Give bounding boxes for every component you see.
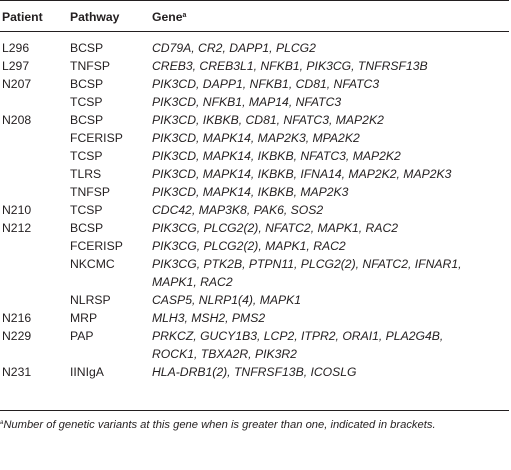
patient-cell bbox=[0, 147, 70, 165]
patient-cell: N208 bbox=[2, 113, 32, 127]
patient-cell bbox=[0, 255, 70, 273]
gene-cell: CDC42, MAP3K8, PAK6, SOS2 bbox=[152, 203, 324, 217]
pathway-cell bbox=[70, 273, 152, 291]
pathway-cell: NKCMC bbox=[70, 257, 115, 271]
gene-cell: PIK3CD, MAPK14, IKBKB, NFATC3, MAP2K2 bbox=[152, 149, 401, 163]
table-row: N210 TCSP CDC42, MAP3K8, PAK6, SOS2 bbox=[0, 201, 510, 219]
table-row: FCERISP PIK3CD, MAPK14, MAP2K3, MPA2K2 bbox=[0, 129, 510, 147]
table-row: MAPK1, RAC2 bbox=[0, 273, 510, 291]
bottom-rule bbox=[0, 410, 509, 411]
gene-cell: PIK3CD, MAPK14, IKBKB, IFNA14, MAP2K2, M… bbox=[152, 167, 452, 181]
patient-cell bbox=[0, 165, 70, 183]
pathway-cell: TCSP bbox=[70, 95, 103, 109]
pathway-cell: PAP bbox=[70, 329, 94, 343]
footnote-text: Number of genetic variants at this gene … bbox=[3, 419, 436, 431]
pathway-cell: TNFSP bbox=[70, 185, 110, 199]
table-row: N231 IINIgA HLA-DRB1(2), TNFRSF13B, ICOSLG bbox=[0, 363, 510, 381]
pathway-cell: MRP bbox=[70, 311, 98, 325]
header-gene-footnote-marker: a bbox=[182, 12, 187, 19]
gene-cell: PIK3CD, NFKB1, MAP14, NFATC3 bbox=[152, 95, 342, 109]
gene-cell: CD79A, CR2, DAPP1, PLCG2 bbox=[152, 41, 316, 55]
header-patient: Patient bbox=[2, 10, 43, 24]
gene-cell: CASP5, NLRP1(4), MAPK1 bbox=[152, 293, 302, 307]
table-row: FCERISP PIK3CG, PLCG2(2), MAPK1, RAC2 bbox=[0, 237, 510, 255]
gene-cell: PIK3CD, DAPP1, NFKB1, CD81, NFATC3 bbox=[152, 77, 380, 91]
patient-cell bbox=[0, 291, 70, 309]
table-row: N207 BCSP PIK3CD, DAPP1, NFKB1, CD81, NFAT… bbox=[0, 75, 510, 93]
gene-cell: ROCK1, TBXA2R, PIK3R2 bbox=[152, 347, 297, 361]
patient-cell bbox=[0, 237, 70, 255]
gene-cell: PIK3CD, MAPK14, MAP2K3, MPA2K2 bbox=[152, 131, 360, 145]
top-rule bbox=[0, 0, 509, 1]
patient-cell bbox=[0, 345, 70, 363]
table-row: L296 BCSP CD79A, CR2, DAPP1, PLCG2 bbox=[0, 31, 510, 57]
gene-cell: MAPK1, RAC2 bbox=[152, 275, 233, 289]
patient-cell bbox=[0, 93, 70, 111]
table-body: L296 BCSP CD79A, CR2, DAPP1, PLCG2 L297 TNFS… bbox=[0, 31, 510, 381]
patient-cell: N207 bbox=[2, 77, 32, 91]
pathway-cell: FCERISP bbox=[70, 239, 123, 253]
header-gene-label: Gene bbox=[152, 10, 183, 24]
pathway-cell: BCSP bbox=[70, 113, 104, 127]
patient-cell: L297 bbox=[2, 59, 30, 73]
gene-cell: PRKCZ, GUCY1B3, LCP2, ITPR2, ORAI1, PLA2… bbox=[152, 329, 444, 343]
table-header-row: Patient Pathway Genea bbox=[0, 9, 510, 31]
pathway-cell: TNFSP bbox=[70, 59, 110, 73]
pathway-cell: BCSP bbox=[70, 221, 104, 235]
table-row: TCSP PIK3CD, MAPK14, IKBKB, NFATC3, MAP2K… bbox=[0, 147, 510, 165]
patient-cell bbox=[0, 273, 70, 291]
header-pathway: Pathway bbox=[70, 10, 120, 24]
table-row: TCSP PIK3CD, NFKB1, MAP14, NFATC3 bbox=[0, 93, 510, 111]
header-rule bbox=[0, 31, 509, 32]
pathway-cell: BCSP bbox=[70, 41, 104, 55]
table-row: TNFSP PIK3CD, MAPK14, IKBKB, MAP2K3 bbox=[0, 183, 510, 201]
pathway-cell: TLRS bbox=[70, 167, 102, 181]
table-row: N229 PAP PRKCZ, GUCY1B3, LCP2, ITPR2, ORAI… bbox=[0, 327, 510, 345]
patient-cell: L296 bbox=[2, 41, 30, 55]
header-gene: Genea bbox=[152, 9, 510, 31]
footnote-marker: a bbox=[0, 420, 4, 426]
patient-cell bbox=[0, 183, 70, 201]
table-row: ROCK1, TBXA2R, PIK3R2 bbox=[0, 345, 510, 363]
gene-variant-table: Patient Pathway Genea L296 BCSP CD79A, CR2… bbox=[0, 9, 510, 381]
patient-cell: N216 bbox=[2, 311, 32, 325]
pathway-cell: BCSP bbox=[70, 77, 104, 91]
gene-cell: PIK3CG, PLCG2(2), MAPK1, RAC2 bbox=[152, 239, 346, 253]
gene-cell: MLH3, MSH2, PMS2 bbox=[152, 311, 266, 325]
patient-cell: N229 bbox=[2, 329, 32, 343]
patient-cell bbox=[0, 129, 70, 147]
pathway-cell bbox=[70, 345, 152, 363]
patient-cell: N231 bbox=[2, 365, 32, 379]
pathway-cell: IINIgA bbox=[70, 365, 104, 379]
pathway-cell: TCSP bbox=[70, 149, 103, 163]
table-row: N216 MRP MLH3, MSH2, PMS2 bbox=[0, 309, 510, 327]
table-row: L297 TNFSP CREB3, CREB3L1, NFKB1, PIK3CG, … bbox=[0, 57, 510, 75]
gene-cell: PIK3CG, PTK2B, PTPN11, PLCG2(2), NFATC2,… bbox=[152, 257, 462, 271]
table-row: NLRSP CASP5, NLRP1(4), MAPK1 bbox=[0, 291, 510, 309]
table-row: NKCMC PIK3CG, PTK2B, PTPN11, PLCG2(2), NF… bbox=[0, 255, 510, 273]
patient-cell: N212 bbox=[2, 221, 32, 235]
table-row: TLRS PIK3CD, MAPK14, IKBKB, IFNA14, MAP2K… bbox=[0, 165, 510, 183]
gene-cell: PIK3CG, PLCG2(2), NFATC2, MAPK1, RAC2 bbox=[152, 221, 399, 235]
patient-cell: N210 bbox=[2, 203, 32, 217]
pathway-cell: NLRSP bbox=[70, 293, 111, 307]
table-row: N212 BCSP PIK3CG, PLCG2(2), NFATC2, MAPK1,… bbox=[0, 219, 510, 237]
gene-cell: HLA-DRB1(2), TNFRSF13B, ICOSLG bbox=[152, 365, 357, 379]
gene-cell: CREB3, CREB3L1, NFKB1, PIK3CG, TNFRSF13B bbox=[152, 59, 428, 73]
gene-cell: PIK3CD, MAPK14, IKBKB, MAP2K3 bbox=[152, 185, 349, 199]
pathway-cell: FCERISP bbox=[70, 131, 123, 145]
table-footnote: aNumber of genetic variants at this gene… bbox=[0, 417, 505, 433]
gene-cell: PIK3CD, IKBKB, CD81, NFATC3, MAP2K2 bbox=[152, 113, 384, 127]
pathway-cell: TCSP bbox=[70, 203, 103, 217]
table-row: N208 BCSP PIK3CD, IKBKB, CD81, NFATC3, MAP… bbox=[0, 111, 510, 129]
